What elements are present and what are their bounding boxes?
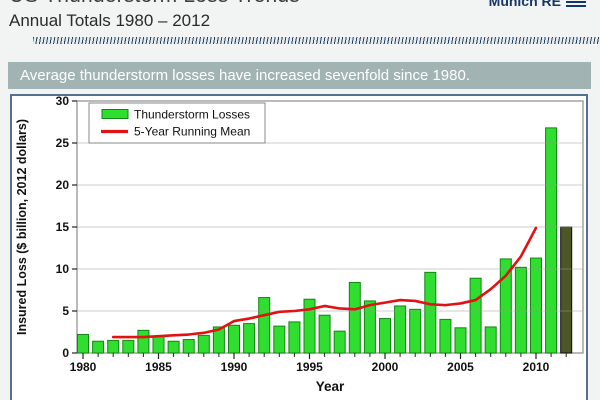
- bar-2009: [514, 266, 527, 354]
- legend-bar-swatch: [101, 109, 129, 119]
- bar-1988: [197, 334, 210, 354]
- key-message-banner: Average thunderstorm losses have increas…: [8, 62, 591, 89]
- bar-1993: [273, 325, 286, 354]
- bar-1990: [228, 324, 240, 354]
- munich-re-logo: Munich RE: [489, 0, 586, 9]
- bar-1986: [167, 340, 180, 354]
- bar-1987: [182, 339, 195, 354]
- bar-2002: [409, 308, 422, 354]
- slide-title: US Thunderstorm Loss Trends: [9, 0, 300, 8]
- bar-1996: [318, 314, 331, 354]
- bar-2003: [424, 271, 437, 354]
- x-tick-label-1995: 1995: [296, 360, 323, 374]
- bar-2012: [560, 226, 573, 354]
- x-tick-label-2005: 2005: [447, 360, 474, 374]
- running-mean-line: [111, 226, 538, 339]
- chart-card: 0 5 10 15 20 25 30 1980 1985 1990 1995 2000 2005 2010…: [10, 94, 588, 400]
- x-tick-label-2000: 2000: [372, 360, 399, 374]
- bar-2001: [394, 305, 407, 354]
- bar-2000: [379, 318, 391, 354]
- y-tick-label-20: 20: [56, 178, 70, 192]
- bar-2008: [499, 258, 512, 354]
- bar-2005: [454, 327, 467, 354]
- bar-2010: [530, 257, 542, 354]
- legend-line-label: 5-Year Running Mean: [134, 125, 250, 139]
- bar-2007: [484, 326, 497, 354]
- bar-1985: [152, 335, 165, 354]
- y-tick-label-15: 15: [56, 220, 70, 234]
- x-tick-label-1985: 1985: [145, 360, 172, 374]
- munich-re-logo-icon: [566, 0, 586, 7]
- hatched-divider: [33, 37, 600, 44]
- bar-2004: [439, 318, 452, 354]
- bar-1997: [333, 330, 346, 354]
- bar-1982: [107, 339, 120, 354]
- bar-2011: [545, 127, 558, 354]
- y-tick-label-25: 25: [56, 136, 70, 150]
- bar-1983: [122, 339, 135, 354]
- y-tick-label-0: 0: [62, 346, 69, 360]
- x-tick-label-1990: 1990: [221, 360, 248, 374]
- y-tick-label-10: 10: [56, 262, 70, 276]
- slide-subtitle: Annual Totals 1980 – 2012: [9, 11, 211, 30]
- bar-1991: [243, 323, 256, 354]
- x-tick-label-2010: 2010: [523, 360, 550, 374]
- y-axis-label: Insured Loss ($ billion, 2012 dollars): [15, 119, 29, 335]
- bar-2006: [469, 277, 482, 354]
- legend-bar-label: Thunderstorm Losses: [134, 108, 250, 122]
- bar-1994: [288, 321, 301, 354]
- x-axis-label: Year: [316, 379, 345, 394]
- munich-re-logo-text: Munich RE: [488, 0, 561, 9]
- bar-1992: [258, 297, 271, 354]
- bar-1999: [363, 300, 376, 354]
- bar-1998: [348, 281, 361, 354]
- y-tick-label-30: 30: [56, 96, 70, 108]
- y-tick-label-5: 5: [62, 304, 69, 318]
- bar-1980: [77, 334, 89, 354]
- x-tick-label-1980: 1980: [70, 360, 97, 374]
- bar-1984: [137, 329, 150, 354]
- thunderstorm-loss-chart: 0 5 10 15 20 25 30 1980 1985 1990 1995 2000 2005 2010…: [15, 94, 584, 394]
- bar-1981: [92, 340, 105, 354]
